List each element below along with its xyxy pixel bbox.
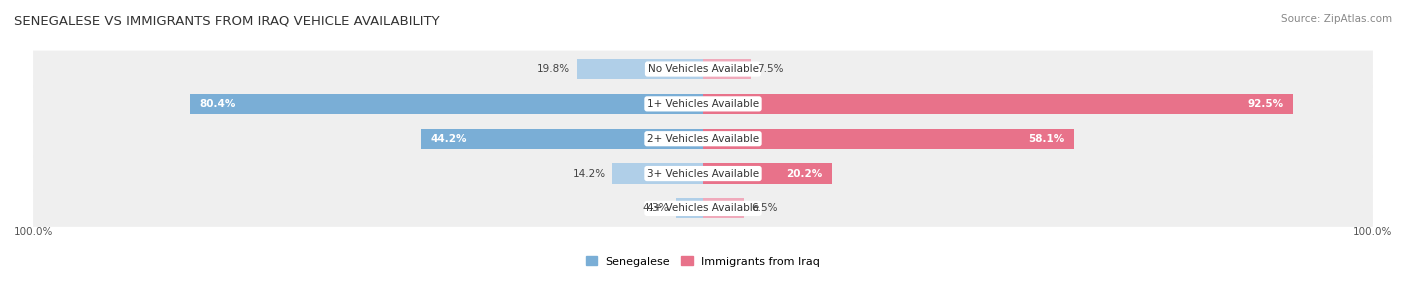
Text: 100.0%: 100.0%	[1353, 227, 1392, 237]
Text: 7.5%: 7.5%	[758, 64, 783, 74]
Bar	[613, 163, 703, 184]
Text: 100.0%: 100.0%	[14, 227, 53, 237]
Text: 14.2%: 14.2%	[572, 168, 606, 178]
Bar	[576, 59, 703, 79]
Text: 4.3%: 4.3%	[643, 203, 669, 213]
Legend: Senegalese, Immigrants from Iraq: Senegalese, Immigrants from Iraq	[581, 252, 825, 271]
Bar	[703, 129, 1074, 149]
Text: 3+ Vehicles Available: 3+ Vehicles Available	[647, 168, 759, 178]
Text: 44.2%: 44.2%	[430, 134, 467, 144]
FancyBboxPatch shape	[34, 51, 1372, 88]
Bar	[703, 163, 832, 184]
Text: 80.4%: 80.4%	[200, 99, 236, 109]
Bar	[703, 94, 1294, 114]
Text: 6.5%: 6.5%	[751, 203, 778, 213]
Text: 4+ Vehicles Available: 4+ Vehicles Available	[647, 203, 759, 213]
Text: 1+ Vehicles Available: 1+ Vehicles Available	[647, 99, 759, 109]
Text: No Vehicles Available: No Vehicles Available	[648, 64, 758, 74]
Text: 92.5%: 92.5%	[1247, 99, 1284, 109]
Text: 19.8%: 19.8%	[537, 64, 571, 74]
Bar	[703, 59, 751, 79]
Bar	[420, 129, 703, 149]
FancyBboxPatch shape	[34, 86, 1372, 122]
FancyBboxPatch shape	[34, 155, 1372, 192]
Text: Source: ZipAtlas.com: Source: ZipAtlas.com	[1281, 14, 1392, 24]
Bar	[190, 94, 703, 114]
Bar	[703, 198, 744, 219]
FancyBboxPatch shape	[34, 190, 1372, 227]
Text: 2+ Vehicles Available: 2+ Vehicles Available	[647, 134, 759, 144]
FancyBboxPatch shape	[34, 120, 1372, 157]
Text: 20.2%: 20.2%	[786, 168, 823, 178]
Text: SENEGALESE VS IMMIGRANTS FROM IRAQ VEHICLE AVAILABILITY: SENEGALESE VS IMMIGRANTS FROM IRAQ VEHIC…	[14, 14, 440, 27]
Text: 58.1%: 58.1%	[1028, 134, 1064, 144]
Bar	[675, 198, 703, 219]
